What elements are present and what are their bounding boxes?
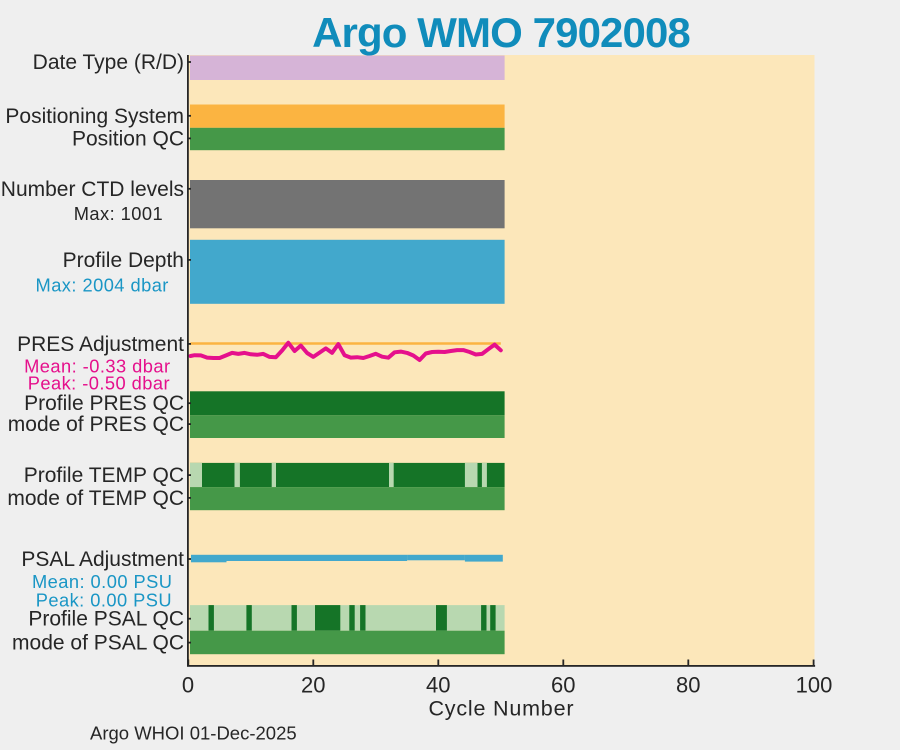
svg-text:Argo WMO 7902008: Argo WMO 7902008: [312, 9, 690, 56]
svg-text:80: 80: [676, 672, 700, 697]
svg-text:mode of PSAL QC: mode of PSAL QC: [12, 632, 184, 655]
svg-text:Profile Depth: Profile Depth: [63, 249, 184, 272]
svg-text:mode of PRES QC: mode of PRES QC: [8, 413, 184, 436]
svg-text:Peak: 0.00 PSU: Peak: 0.00 PSU: [36, 590, 172, 611]
svg-text:Profile PRES QC: Profile PRES QC: [24, 392, 184, 415]
svg-text:Mean: 0.00 PSU: Mean: 0.00 PSU: [32, 571, 172, 592]
svg-text:Position QC: Position QC: [72, 127, 184, 150]
svg-text:mode of TEMP QC: mode of TEMP QC: [7, 487, 184, 510]
svg-text:0: 0: [182, 672, 194, 697]
svg-text:Number CTD levels: Number CTD levels: [1, 178, 184, 201]
svg-text:100: 100: [796, 672, 833, 697]
svg-text:20: 20: [301, 672, 325, 697]
svg-text:Date Type (R/D): Date Type (R/D): [33, 51, 184, 74]
svg-text:Cycle Number: Cycle Number: [428, 697, 574, 721]
svg-text:Argo WHOI 01-Dec-2025: Argo WHOI 01-Dec-2025: [90, 722, 297, 743]
svg-text:Peak: -0.50 dbar: Peak: -0.50 dbar: [28, 372, 170, 393]
svg-text:PRES Adjustment: PRES Adjustment: [17, 333, 184, 356]
svg-text:PSAL Adjustment: PSAL Adjustment: [21, 548, 184, 571]
svg-text:Profile PSAL QC: Profile PSAL QC: [28, 608, 184, 631]
svg-text:Max: 2004 dbar: Max: 2004 dbar: [36, 275, 169, 296]
svg-text:Mean: -0.33 dbar: Mean: -0.33 dbar: [24, 355, 170, 376]
svg-text:60: 60: [551, 672, 575, 697]
svg-text:Positioning System: Positioning System: [5, 105, 184, 128]
svg-text:Profile TEMP QC: Profile TEMP QC: [24, 464, 184, 487]
svg-text:40: 40: [426, 672, 450, 697]
svg-text:Max: 1001: Max: 1001: [74, 203, 163, 224]
